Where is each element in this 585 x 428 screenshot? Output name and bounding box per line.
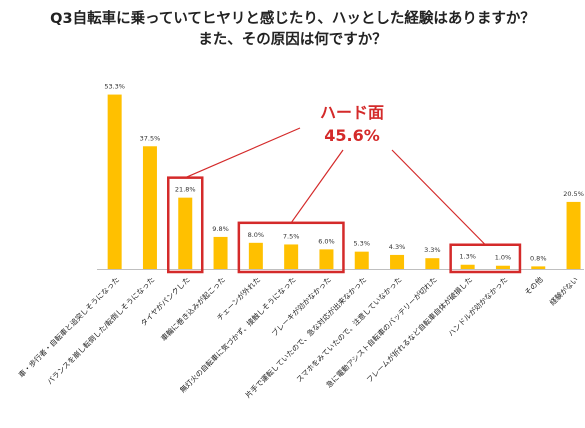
bar bbox=[354, 251, 369, 269]
annotation-value: 45.6% bbox=[324, 126, 380, 145]
bar-value-label: 4.3% bbox=[389, 243, 406, 251]
category-label: 片手で運転していたので、急な対応が出来なかった bbox=[243, 275, 368, 400]
bar-value-label: 8.0% bbox=[248, 231, 265, 239]
bar-value-label: 20.5% bbox=[563, 190, 584, 198]
bar bbox=[460, 264, 475, 269]
bar bbox=[248, 242, 263, 269]
bar bbox=[566, 201, 581, 269]
bar bbox=[531, 266, 546, 269]
bar bbox=[319, 249, 334, 269]
bar bbox=[178, 197, 193, 269]
bar bbox=[107, 94, 122, 270]
bar-value-label: 0.8% bbox=[530, 254, 547, 262]
bar-value-label: 6.0% bbox=[318, 237, 335, 245]
bar-value-label: 37.5% bbox=[140, 134, 161, 142]
bar-value-label: 53.3% bbox=[104, 83, 125, 91]
chart-title-line2: また、その原因は何ですか？ bbox=[198, 32, 387, 48]
bar-value-label: 3.3% bbox=[424, 246, 441, 254]
bar bbox=[142, 146, 157, 269]
bar-value-label: 1.3% bbox=[459, 253, 476, 261]
bar bbox=[213, 236, 228, 269]
category-label: 経験がない bbox=[548, 275, 580, 307]
bar bbox=[495, 265, 510, 269]
bar-value-label: 21.8% bbox=[175, 186, 196, 194]
category-label: ハンドルが効かなかった bbox=[446, 275, 509, 338]
chart-title-line1: Q3自転車に乗っていてヒヤリと感じたり、ハッとした経験はありますか？ bbox=[50, 11, 535, 27]
annotation-connector bbox=[290, 149, 344, 224]
bar bbox=[390, 254, 405, 269]
annotation-connector bbox=[391, 149, 486, 246]
bar-value-label: 5.3% bbox=[353, 240, 370, 248]
bar-value-label: 7.5% bbox=[283, 232, 300, 240]
bar-value-label: 1.0% bbox=[495, 254, 512, 262]
annotation-label: ハード面 bbox=[320, 103, 384, 122]
category-label: ブレーキが効かなかった bbox=[270, 275, 333, 338]
bar bbox=[425, 258, 440, 269]
category-label: 車輪に巻き込みが起こった bbox=[159, 275, 227, 343]
category-label: その他 bbox=[523, 275, 545, 297]
annotation-connector bbox=[185, 127, 301, 179]
bar bbox=[284, 244, 299, 269]
bar-value-label: 9.8% bbox=[212, 225, 229, 233]
